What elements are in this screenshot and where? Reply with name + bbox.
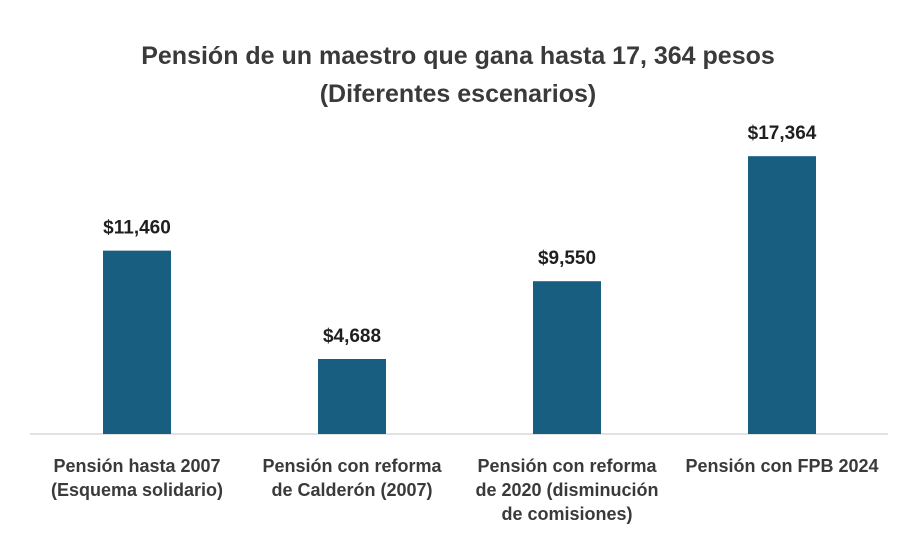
data-label-1: $11,460 bbox=[103, 218, 171, 239]
chart-subtitle: (Diferentes escenarios) bbox=[319, 80, 597, 108]
data-label-2: $4,688 bbox=[323, 326, 381, 347]
category-label-2-line-1: Pensión con reforma bbox=[262, 456, 442, 476]
data-label-3: $9,550 bbox=[538, 248, 596, 269]
chart-title: Pensión de un maestro que gana hasta 17,… bbox=[141, 42, 775, 70]
category-label-3-line-2: de 2020 (disminución bbox=[475, 480, 658, 500]
category-label-1-line-1: Pensión hasta 2007 bbox=[53, 456, 220, 476]
bar-3 bbox=[533, 281, 601, 434]
bar-4 bbox=[748, 156, 816, 434]
category-label-2-line-2: de Calderón (2007) bbox=[271, 480, 432, 500]
bar-1 bbox=[103, 250, 171, 434]
category-label-1-line-2: (Esquema solidario) bbox=[51, 480, 223, 500]
category-label-3-line-3: de comisiones) bbox=[501, 504, 632, 524]
category-label-4-line-1: Pensión con FPB 2024 bbox=[685, 456, 878, 476]
bar-2 bbox=[318, 358, 386, 434]
category-label-3-line-1: Pensión con reforma bbox=[477, 456, 657, 476]
data-label-4: $17,364 bbox=[748, 123, 817, 144]
